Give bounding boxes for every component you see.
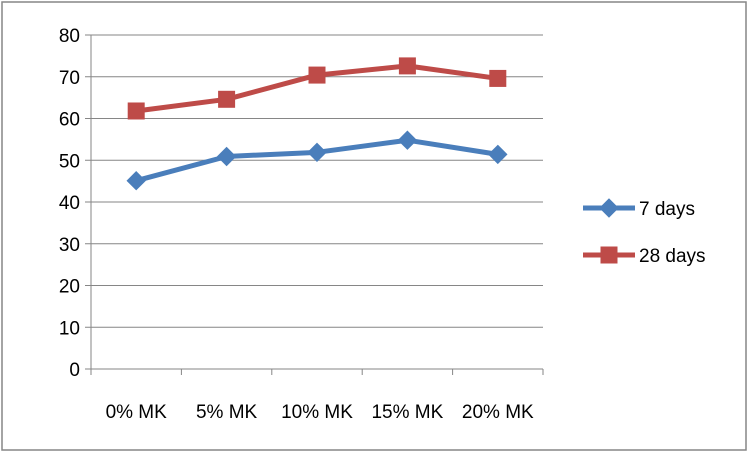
x-tick-label: 15% MK: [371, 402, 443, 423]
y-tick-label: 80: [59, 26, 80, 47]
square-marker: [218, 90, 236, 108]
legend-marker: [599, 198, 619, 218]
y-tick-label: 50: [59, 151, 80, 172]
series-lines: [126, 57, 508, 191]
diamond-marker: [307, 142, 327, 163]
diamond-marker: [397, 130, 418, 150]
square-marker: [489, 69, 507, 87]
y-tick-label: 30: [59, 235, 80, 256]
axes: 0 10 20 30 40 50 60 70 80 0% MK 5% MK 10% MK 15% MK 2…: [59, 26, 544, 423]
y-tick-label: 10: [59, 318, 80, 339]
diamond-marker: [216, 146, 237, 167]
y-tick-label: 70: [59, 68, 80, 89]
square-marker: [398, 57, 416, 75]
diamond-marker: [126, 171, 146, 191]
legend-label: 28 days: [639, 246, 706, 267]
y-tick-label: 20: [59, 277, 80, 298]
x-tick-label: 20% MK: [462, 402, 534, 423]
y-tick-label: 40: [59, 193, 80, 214]
legend-marker: [600, 246, 618, 264]
square-marker: [308, 66, 326, 84]
x-tick-label: 5% MK: [196, 402, 258, 423]
y-tick-label: 60: [59, 110, 80, 131]
legend: 7 days 28 days: [583, 198, 706, 267]
x-tick-label: 10% MK: [281, 402, 353, 423]
legend-label: 7 days: [639, 199, 695, 220]
square-marker: [127, 102, 145, 120]
x-tick-label: 0% MK: [106, 402, 168, 423]
diamond-marker: [488, 144, 508, 165]
y-tick-label: 0: [69, 360, 80, 381]
